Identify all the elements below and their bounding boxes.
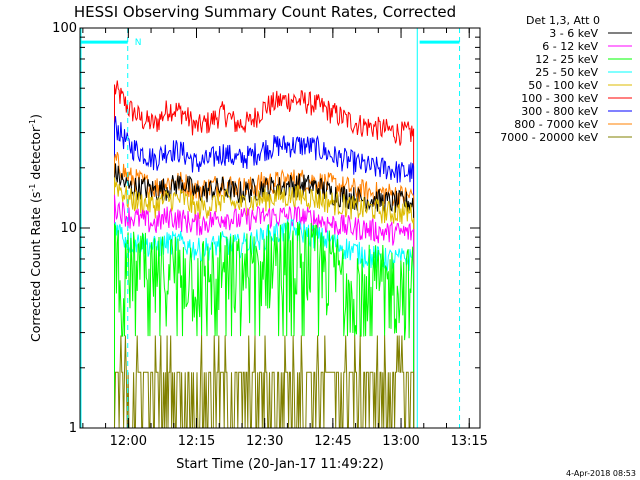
chart-title: HESSI Observing Summary Count Rates, Cor… <box>74 3 456 21</box>
x-axis-label: Start Time (20-Jan-17 11:49:22) <box>176 457 384 472</box>
legend-header: Det 1,3, Att 0 <box>526 14 600 27</box>
legend-label: 100 - 300 keV <box>521 92 598 105</box>
legend-label: 3 - 6 keV <box>549 27 598 40</box>
x-tick-label: 12:45 <box>314 434 351 449</box>
legend-label: 25 - 50 keV <box>535 66 598 79</box>
x-tick-label: 12:00 <box>110 434 147 449</box>
legend-label: 6 - 12 keV <box>542 40 598 53</box>
x-tick-label: 12:30 <box>246 434 283 449</box>
saa-label: N <box>135 38 142 48</box>
series-line <box>114 194 415 428</box>
axis-layer: 1 10 100 12:00 12:15 12:30 12:45 13:00 13:15 <box>52 21 488 449</box>
x-tick-label: 13:15 <box>450 434 487 449</box>
series-line <box>114 177 415 428</box>
legend-label: 300 - 800 keV <box>521 105 598 118</box>
y-tick-label: 10 <box>60 221 77 236</box>
y-axis-label: Corrected Count Rate (s-1 detector-1) <box>28 114 43 342</box>
series-line <box>114 335 415 429</box>
series-line <box>114 80 415 428</box>
series-line <box>114 220 415 428</box>
legend-label: 7000 - 20000 keV <box>500 131 598 144</box>
legend-label: 50 - 100 keV <box>528 79 598 92</box>
legend-label: 12 - 25 keV <box>535 53 598 66</box>
x-tick-label: 13:00 <box>382 434 419 449</box>
timestamp: 4-Apr-2018 08:53 <box>566 469 636 478</box>
legend-label: 800 - 7000 keV <box>514 118 598 131</box>
y-tick-label: 100 <box>52 21 77 36</box>
data-layer <box>114 80 415 429</box>
y-tick-label: 1 <box>69 421 77 436</box>
x-tick-label: 12:15 <box>178 434 215 449</box>
series-line <box>114 116 415 428</box>
